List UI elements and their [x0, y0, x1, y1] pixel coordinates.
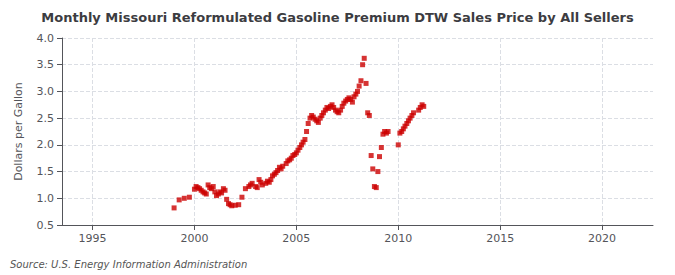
svg-text:1995: 1995 [79, 232, 107, 245]
svg-text:1.5: 1.5 [37, 165, 55, 178]
svg-text:2.5: 2.5 [37, 112, 55, 125]
svg-text:1.0: 1.0 [37, 192, 55, 205]
svg-text:2015: 2015 [486, 232, 514, 245]
svg-text:0.5: 0.5 [37, 219, 55, 232]
svg-text:Source: U.S. Energy Informatio: Source: U.S. Energy Information Administ… [10, 259, 247, 270]
svg-text:3.0: 3.0 [37, 85, 55, 98]
svg-text:2010: 2010 [384, 232, 412, 245]
svg-text:3.5: 3.5 [37, 58, 55, 71]
svg-text:2005: 2005 [282, 232, 310, 245]
svg-text:2.0: 2.0 [37, 138, 55, 151]
svg-text:2000: 2000 [180, 232, 208, 245]
svg-text:2020: 2020 [588, 232, 616, 245]
svg-text:4.0: 4.0 [37, 32, 55, 45]
svg-text:Monthly Missouri Reformulated: Monthly Missouri Reformulated Gasoline P… [41, 10, 634, 25]
svg-text:Dollars per Gallon: Dollars per Gallon [12, 82, 25, 181]
